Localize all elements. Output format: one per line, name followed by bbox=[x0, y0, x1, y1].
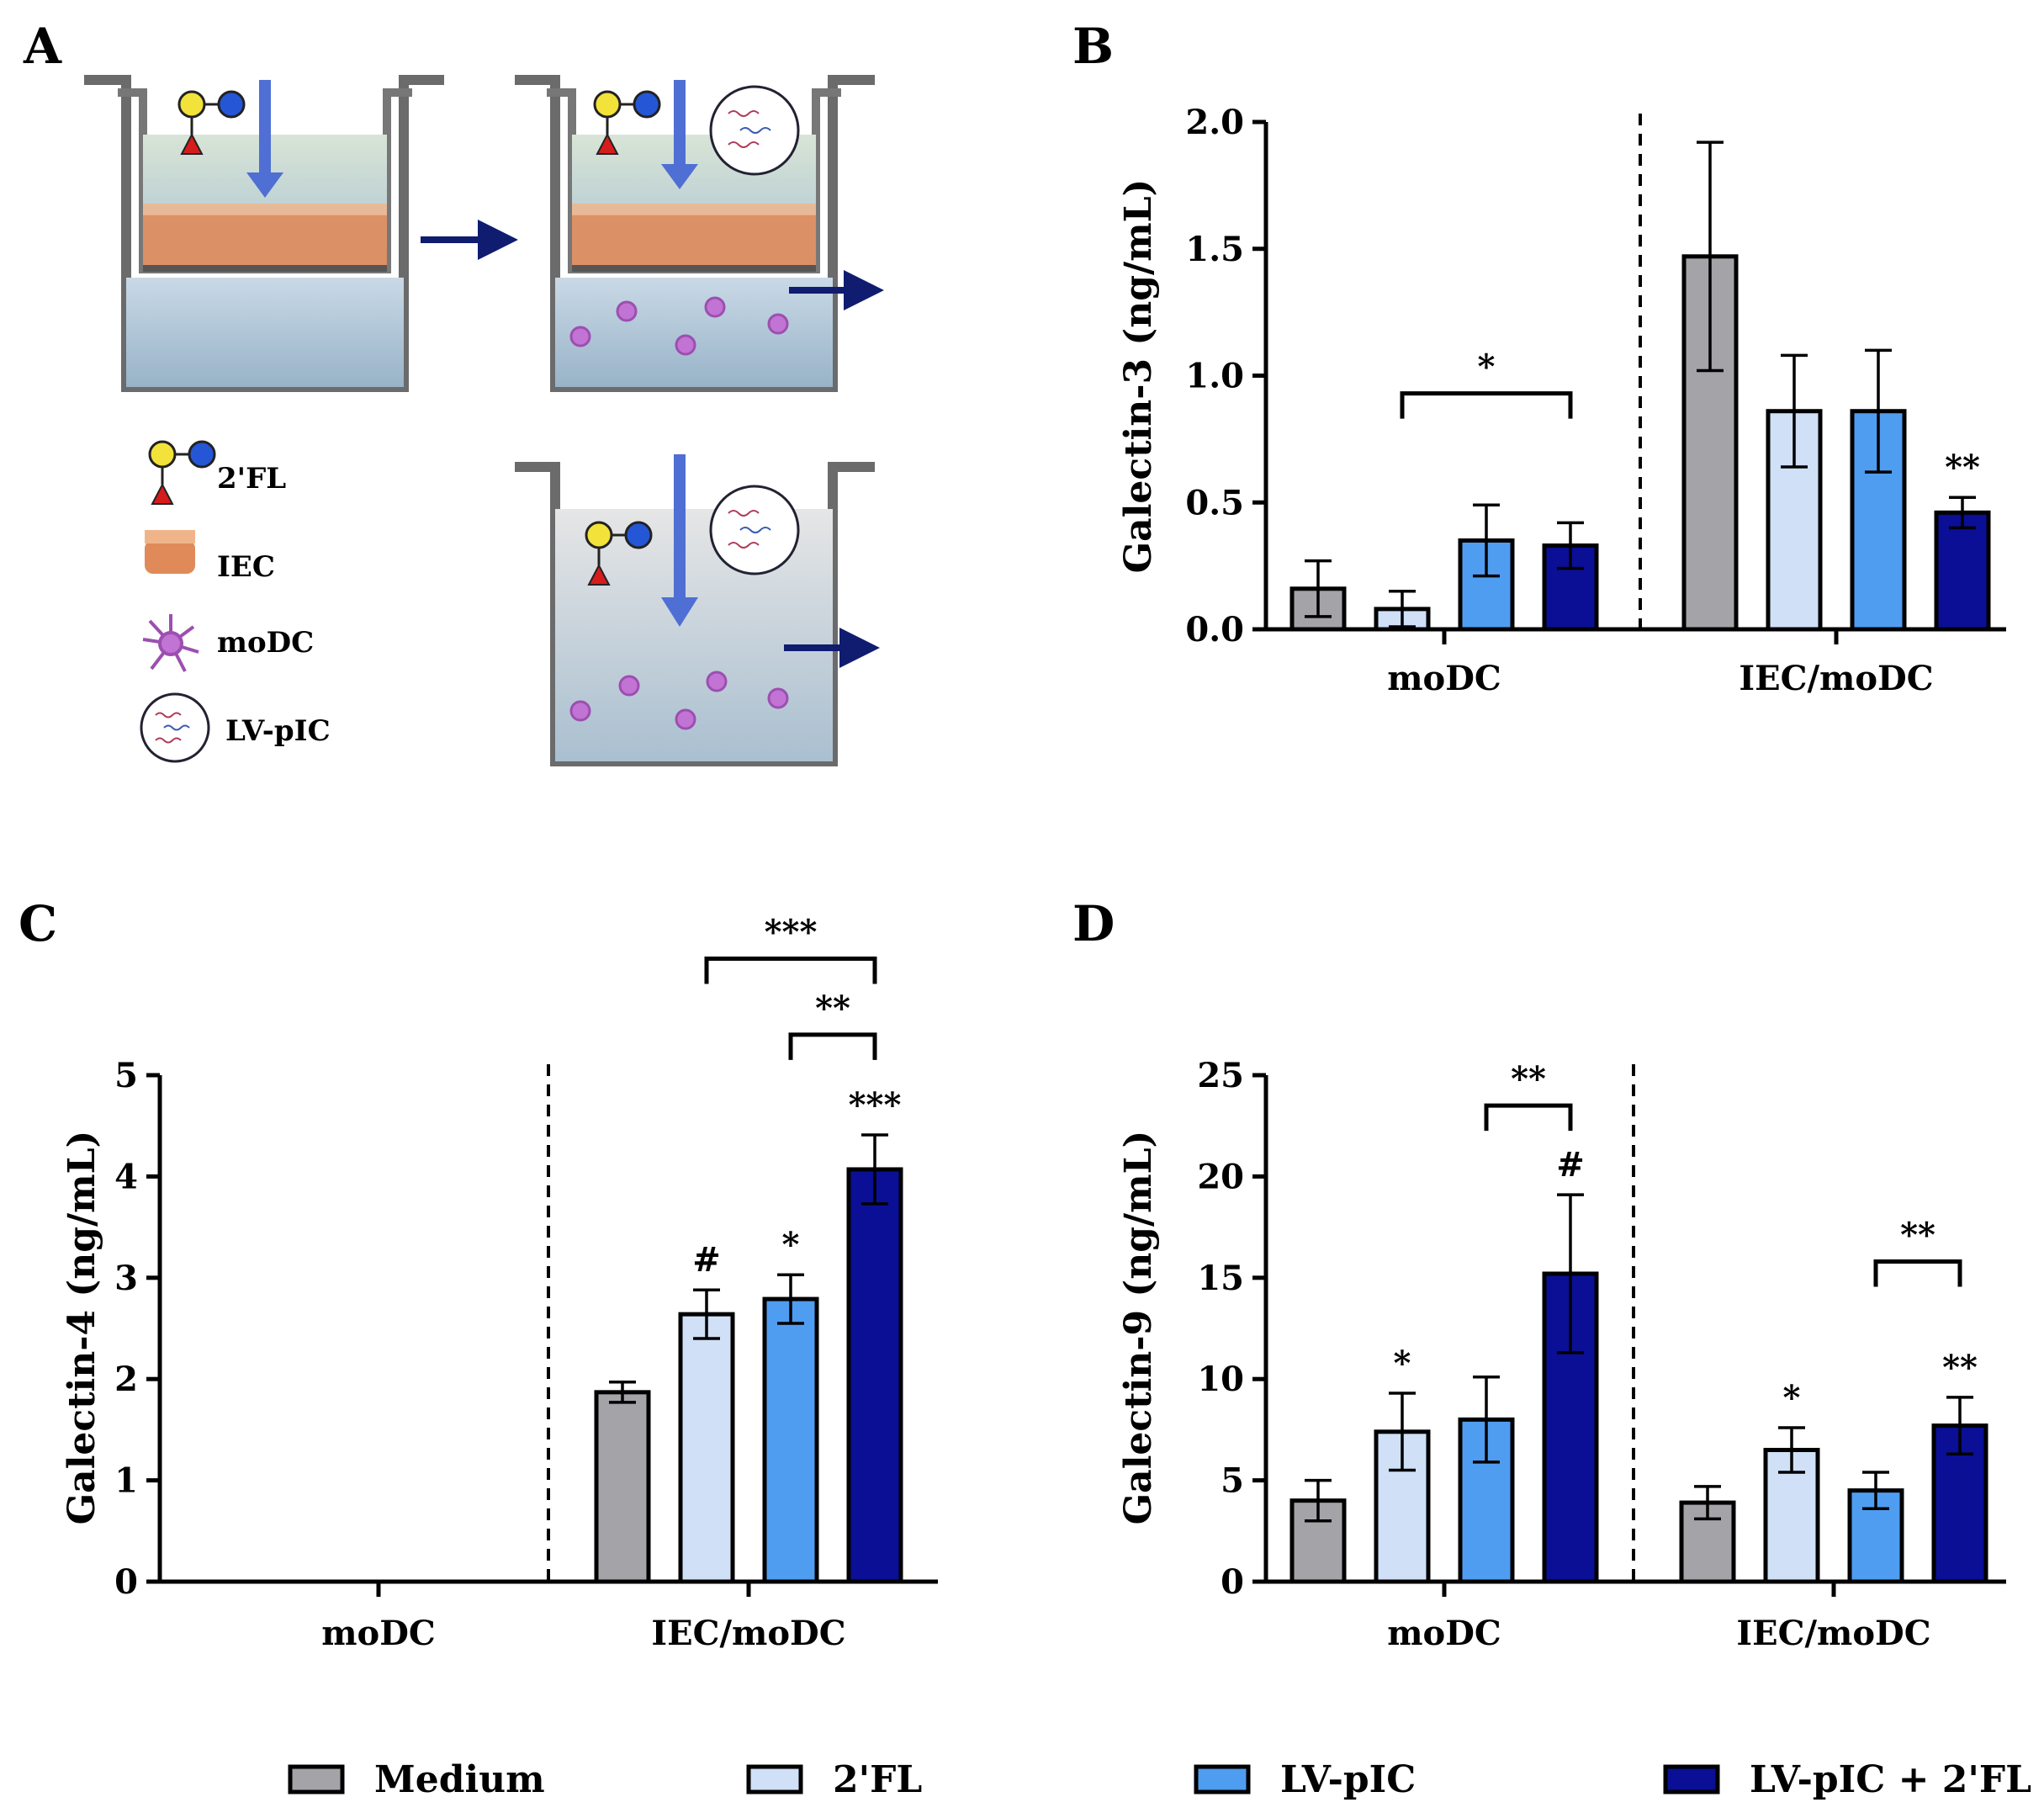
y-axis-label: Galectin-3 (ng/mL) bbox=[1117, 179, 1160, 574]
legend-swatch bbox=[746, 1764, 803, 1794]
significance-bracket-label: ** bbox=[1900, 1216, 1935, 1255]
bar bbox=[846, 1167, 903, 1584]
bar bbox=[762, 1296, 819, 1584]
transwell-iec-modc bbox=[515, 75, 884, 392]
panel-label-d: D bbox=[1072, 895, 1115, 952]
legend-swatch bbox=[288, 1764, 345, 1794]
x-category-label: IEC/moDC bbox=[651, 1614, 845, 1653]
legend-swatch bbox=[1194, 1764, 1251, 1794]
y-tick-label: 0.0 bbox=[1185, 610, 1244, 649]
y-tick-label: 1 bbox=[114, 1461, 138, 1501]
y-axis-label: Galectin-9 (ng/mL) bbox=[1117, 1131, 1160, 1525]
y-tick-label: 1.5 bbox=[1185, 230, 1244, 269]
modc-cells bbox=[569, 296, 789, 356]
legend-label: LV-pIC + 2'FL bbox=[1750, 1758, 2031, 1801]
significance-bracket-label: *** bbox=[765, 913, 818, 952]
y-tick-label: 0 bbox=[1221, 1562, 1244, 1602]
x-category-label: moDC bbox=[1387, 659, 1501, 698]
modc-cells bbox=[569, 671, 789, 730]
x-category-label: IEC/moDC bbox=[1739, 659, 1933, 698]
legend-label: Medium bbox=[374, 1758, 545, 1801]
fl-molecule-icon bbox=[177, 90, 246, 155]
y-tick-label: 0 bbox=[114, 1562, 138, 1602]
bar bbox=[594, 1390, 651, 1584]
lvpic-particle-icon bbox=[709, 485, 800, 575]
chart-galectin-3: 0.0 0.5 1.0 1.5 2.0 moDC IEC/moDC Galectin-3 (n… bbox=[1117, 103, 2006, 698]
iec-cell-icon bbox=[145, 530, 195, 574]
panel-label-c: C bbox=[19, 895, 57, 952]
well-modc-only bbox=[515, 454, 880, 766]
schematic-legend: 2'FL IEC moDC LV-pIC bbox=[140, 440, 331, 763]
x-category-label: moDC bbox=[321, 1614, 436, 1653]
significance-mark: * bbox=[782, 1225, 800, 1264]
y-tick-label: 4 bbox=[114, 1157, 138, 1196]
bar bbox=[1542, 543, 1599, 632]
panel-label-a: A bbox=[23, 18, 62, 75]
significance-mark: # bbox=[692, 1240, 721, 1280]
modc-cell-icon bbox=[142, 614, 199, 672]
transwell-iec-only bbox=[84, 75, 518, 392]
chart-galectin-9: 0 5 10 15 20 25 moDC IEC/moDC Galectin-9 (ng/mL)… bbox=[1117, 1056, 2006, 1653]
significance-mark: # bbox=[1556, 1145, 1585, 1185]
legend-lvpic-label: LV-pIC bbox=[225, 714, 331, 748]
panel-label-b: B bbox=[1072, 18, 1114, 75]
significance-bracket bbox=[704, 957, 877, 984]
significance-bracket-label: ** bbox=[815, 989, 850, 1028]
significance-bracket bbox=[1400, 391, 1573, 419]
legend-label: LV-pIC bbox=[1280, 1758, 1416, 1801]
significance-mark: ** bbox=[1942, 1348, 1978, 1387]
fl-molecule-icon bbox=[593, 90, 661, 155]
x-category-label: IEC/moDC bbox=[1736, 1614, 1930, 1653]
significance-bracket bbox=[1484, 1103, 1573, 1132]
bar bbox=[1931, 1423, 1988, 1584]
x-category-label: moDC bbox=[1387, 1614, 1501, 1653]
lvpic-particle-icon bbox=[709, 85, 800, 176]
legend-swatch bbox=[1663, 1764, 1720, 1794]
lvpic-particle-icon bbox=[140, 692, 210, 763]
y-tick-label: 20 bbox=[1197, 1157, 1244, 1196]
treatment-legend: Medium 2'FL LV-pIC LV-pIC + 2'FL bbox=[288, 1758, 2031, 1801]
significance-mark: * bbox=[1783, 1378, 1801, 1418]
significance-mark: * bbox=[1394, 1344, 1411, 1383]
y-tick-label: 2 bbox=[114, 1360, 138, 1399]
y-tick-label: 0.5 bbox=[1185, 483, 1244, 522]
legend-label: 2'FL bbox=[833, 1758, 922, 1801]
legend-fl-label: 2'FL bbox=[217, 462, 286, 496]
y-tick-label: 15 bbox=[1197, 1259, 1244, 1298]
y-tick-label: 3 bbox=[114, 1259, 138, 1298]
y-tick-label: 5 bbox=[114, 1056, 138, 1095]
y-tick-label: 2.0 bbox=[1185, 103, 1244, 142]
y-tick-label: 5 bbox=[1221, 1461, 1244, 1501]
y-tick-label: 10 bbox=[1197, 1360, 1244, 1399]
experimental-schematic: 2'FL IEC moDC LV-pIC bbox=[84, 75, 884, 766]
significance-bracket-label: ** bbox=[1511, 1059, 1546, 1099]
fl-molecule-icon bbox=[585, 521, 653, 586]
legend-iec-label: IEC bbox=[217, 550, 275, 584]
bar bbox=[678, 1312, 735, 1584]
y-tick-label: 1.0 bbox=[1185, 357, 1244, 396]
fl-molecule-icon bbox=[148, 440, 216, 505]
significance-bracket bbox=[788, 1032, 877, 1060]
significance-mark: *** bbox=[849, 1085, 902, 1125]
y-axis-label: Galectin-4 (ng/mL) bbox=[61, 1131, 103, 1525]
y-tick-label: 25 bbox=[1197, 1056, 1244, 1095]
significance-bracket-label: * bbox=[1478, 347, 1496, 387]
legend-modc-label: moDC bbox=[217, 626, 314, 660]
significance-mark: ** bbox=[1945, 448, 1980, 487]
bar bbox=[1934, 510, 1991, 632]
significance-bracket bbox=[1873, 1259, 1962, 1287]
